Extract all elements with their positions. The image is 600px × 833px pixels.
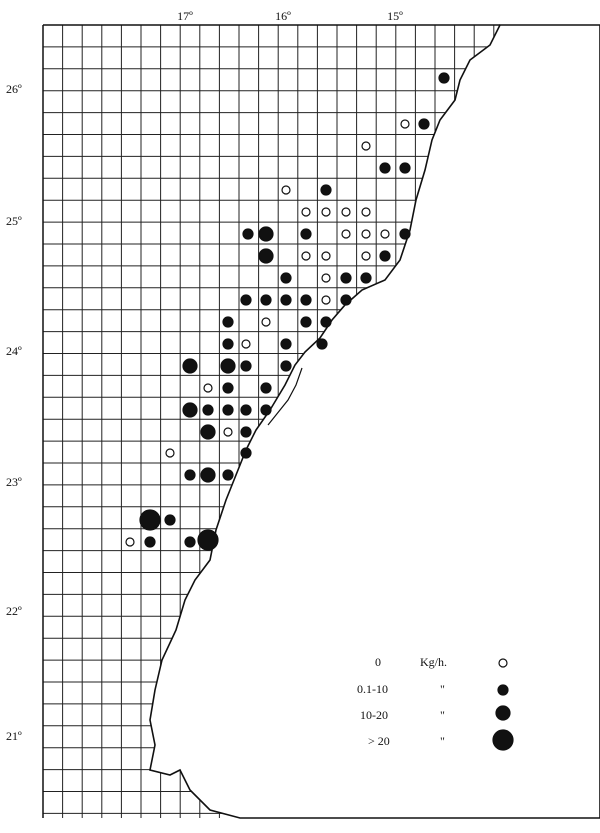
latitude-label: 22º bbox=[6, 604, 22, 618]
catch-dot bbox=[260, 382, 272, 394]
empty-dot bbox=[165, 448, 175, 458]
empty-dot bbox=[281, 185, 291, 195]
empty-dot bbox=[321, 273, 331, 283]
catch-dot bbox=[164, 514, 176, 526]
longitude-label: 16º bbox=[275, 9, 291, 23]
catch-dot bbox=[340, 272, 352, 284]
empty-dot bbox=[361, 141, 371, 151]
catch-dot bbox=[222, 404, 234, 416]
catch-dot bbox=[182, 358, 198, 374]
legend-unit: Kg/h. bbox=[420, 655, 447, 669]
legend-label: 0 bbox=[375, 655, 381, 669]
catch-dot bbox=[240, 447, 252, 459]
latitude-labels: 26º 25º 24º 23º 22º 21º bbox=[6, 82, 22, 743]
empty-dot bbox=[321, 295, 331, 305]
empty-dot bbox=[223, 427, 233, 437]
empty-dot bbox=[380, 229, 390, 239]
empty-dot bbox=[341, 229, 351, 239]
catch-dot bbox=[280, 338, 292, 350]
catch-dot bbox=[222, 338, 234, 350]
empty-dot bbox=[361, 251, 371, 261]
catch-dot bbox=[144, 536, 156, 548]
empty-dot bbox=[125, 537, 135, 547]
catch-dot bbox=[360, 272, 372, 284]
catch-dot bbox=[182, 402, 198, 418]
catch-dot bbox=[497, 684, 509, 696]
catch-dot bbox=[184, 469, 196, 481]
catch-dot bbox=[340, 294, 352, 306]
empty-dot bbox=[203, 383, 213, 393]
empty-dot bbox=[321, 207, 331, 217]
catch-dot bbox=[240, 294, 252, 306]
catch-dot bbox=[220, 358, 236, 374]
catch-dot bbox=[300, 228, 312, 240]
catch-dot bbox=[200, 467, 216, 483]
empty-dot bbox=[400, 119, 410, 129]
longitude-label: 15º bbox=[387, 9, 403, 23]
coast-land bbox=[149, 24, 600, 819]
catch-dot bbox=[495, 705, 511, 721]
catch-dot bbox=[184, 536, 196, 548]
catch-dot bbox=[300, 316, 312, 328]
catch-dot bbox=[320, 316, 332, 328]
catch-dots bbox=[125, 72, 514, 751]
catch-dot bbox=[240, 404, 252, 416]
catch-dot bbox=[379, 162, 391, 174]
empty-dot bbox=[498, 658, 508, 668]
catch-dot bbox=[492, 729, 514, 751]
catch-dot bbox=[222, 316, 234, 328]
catch-dot bbox=[418, 118, 430, 130]
catch-dot bbox=[280, 294, 292, 306]
empty-dot bbox=[261, 317, 271, 327]
legend: 0 Kg/h. 0.1-10 " 10-20 " > 20 " bbox=[357, 655, 447, 748]
latitude-label: 25º bbox=[6, 214, 22, 228]
catch-dot bbox=[222, 382, 234, 394]
catch-dot bbox=[139, 509, 161, 531]
empty-dot bbox=[361, 229, 371, 239]
catch-dot bbox=[240, 426, 252, 438]
catch-dot bbox=[399, 162, 411, 174]
catch-dot bbox=[197, 529, 219, 551]
catch-dot bbox=[280, 272, 292, 284]
longitude-label: 17º bbox=[177, 9, 193, 23]
catch-dot bbox=[300, 294, 312, 306]
catch-dot bbox=[260, 404, 272, 416]
lagoon bbox=[267, 367, 303, 426]
empty-dot bbox=[321, 251, 331, 261]
latitude-label: 24º bbox=[6, 344, 22, 358]
empty-dot bbox=[301, 251, 311, 261]
catch-dot bbox=[320, 184, 332, 196]
legend-unit: " bbox=[440, 682, 445, 696]
legend-label: > 20 bbox=[368, 734, 390, 748]
legend-label: 0.1-10 bbox=[357, 682, 388, 696]
catch-dot bbox=[240, 360, 252, 372]
catch-dot bbox=[316, 338, 328, 350]
catch-dot bbox=[222, 469, 234, 481]
latitude-label: 21º bbox=[6, 729, 22, 743]
catch-dot bbox=[242, 228, 254, 240]
catch-dot bbox=[399, 228, 411, 240]
longitude-labels: 17º 16º 15º bbox=[177, 9, 403, 23]
catch-dot bbox=[258, 248, 274, 264]
empty-dot bbox=[341, 207, 351, 217]
catch-dot bbox=[258, 226, 274, 242]
catch-dot bbox=[438, 72, 450, 84]
legend-unit: " bbox=[440, 734, 445, 748]
empty-dot bbox=[241, 339, 251, 349]
latitude-label: 23º bbox=[6, 475, 22, 489]
catch-dot bbox=[379, 250, 391, 262]
legend-unit: " bbox=[440, 708, 445, 722]
catch-dot bbox=[202, 404, 214, 416]
catch-dot bbox=[260, 294, 272, 306]
empty-dot bbox=[301, 207, 311, 217]
catch-dot bbox=[200, 424, 216, 440]
legend-label: 10-20 bbox=[360, 708, 388, 722]
empty-dot bbox=[361, 207, 371, 217]
latitude-label: 26º bbox=[6, 82, 22, 96]
catch-dot bbox=[280, 360, 292, 372]
